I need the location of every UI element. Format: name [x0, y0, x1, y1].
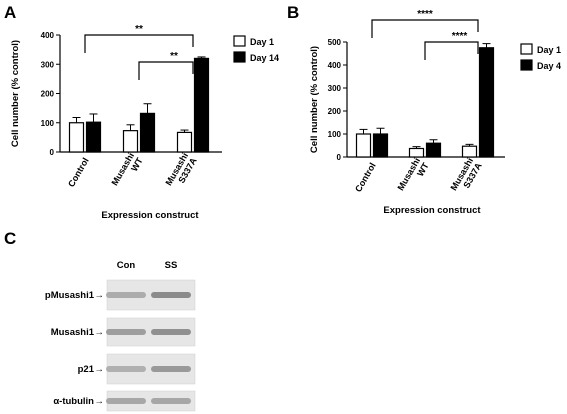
significance-bracket: [84, 34, 194, 53]
category-label: MusashiS337A: [448, 156, 484, 198]
bar-day-4: [478, 47, 495, 158]
category-label: Control: [353, 161, 378, 194]
y-tick-label: 400: [328, 61, 342, 70]
y-tick-label: 400: [41, 31, 55, 40]
y-tick-label: 300: [41, 60, 55, 69]
significance-label: **: [135, 24, 143, 35]
legend-label: Day 1: [250, 37, 274, 47]
arrow-icon: →: [95, 290, 105, 301]
blot-band: [106, 329, 146, 335]
blot-row-label: p21: [78, 364, 95, 375]
blot-band: [106, 398, 146, 404]
category-label-line: Control: [353, 161, 378, 194]
blot-row-label: Musashi1: [51, 327, 95, 338]
blot-row-label: pMusashi1: [45, 290, 95, 301]
blot-band: [151, 398, 191, 404]
category-label: MusashiWT: [109, 151, 145, 193]
panel-label-a: A: [4, 3, 16, 22]
legend-swatch: [233, 35, 246, 47]
bar-day-14: [85, 121, 102, 153]
bar-day-1: [68, 122, 85, 153]
legend-swatch: [520, 43, 533, 55]
blot-band: [151, 292, 191, 298]
significance-label: ****: [452, 31, 468, 42]
y-tick-label: 300: [328, 84, 342, 93]
y-tick-label: 200: [328, 107, 342, 116]
bar-day-14: [193, 57, 210, 153]
significance-bracket: [371, 19, 479, 38]
bar-day-4: [425, 142, 442, 158]
legend-swatch: [520, 59, 533, 71]
panel-label-b: B: [287, 3, 299, 22]
y-tick-label: 100: [328, 130, 342, 139]
category-label-line: Control: [66, 156, 91, 189]
legend-label: Day 14: [250, 53, 279, 63]
blot-row-label: α-tubulin: [53, 396, 94, 407]
bar-day-1: [408, 147, 425, 158]
y-tick-label: 0: [337, 153, 342, 162]
legend-swatch: [233, 51, 246, 63]
y-axis-label: Cell number (% control): [10, 40, 21, 147]
bar-day-1: [122, 130, 139, 153]
y-tick-label: 200: [41, 90, 55, 99]
bar-day-4: [372, 133, 389, 158]
legend-label: Day 4: [537, 61, 561, 71]
x-axis-label: Expression construct: [383, 205, 481, 216]
blot-band: [151, 329, 191, 335]
bar-day-14: [139, 112, 156, 153]
legend-label: Day 1: [537, 45, 561, 55]
significance-label: ****: [417, 9, 433, 20]
blot-band: [106, 366, 146, 372]
blot-column-label: Con: [117, 260, 136, 271]
x-axis-label: Expression construct: [101, 210, 199, 221]
category-label: MusashiS337A: [163, 151, 199, 193]
arrow-icon: →: [95, 396, 105, 407]
blot-band: [106, 292, 146, 298]
chart-a: 0 100 200 300 400 Cell number (% control) Cont…: [10, 24, 279, 221]
arrow-icon: →: [95, 327, 105, 338]
significance-label: **: [170, 51, 178, 62]
blot-column-label: SS: [165, 260, 178, 271]
y-axis-label: Cell number (% control): [309, 46, 320, 153]
panel-label-c: C: [4, 229, 16, 248]
blot-band: [151, 366, 191, 372]
y-tick-label: 500: [328, 38, 342, 47]
y-tick-label: 100: [41, 119, 55, 128]
category-label: MusashiWT: [395, 156, 431, 198]
bar-day-1: [355, 133, 372, 158]
significance-bracket: [424, 41, 479, 60]
bar-day-1: [176, 131, 193, 153]
arrow-icon: →: [95, 364, 105, 375]
chart-b: 0 100 200 300 400 500 Cell number (% control) C…: [309, 9, 561, 216]
significance-bracket: [138, 61, 194, 80]
bar-day-1: [461, 145, 478, 158]
y-tick-label: 0: [50, 148, 55, 157]
category-label: Control: [66, 156, 91, 189]
